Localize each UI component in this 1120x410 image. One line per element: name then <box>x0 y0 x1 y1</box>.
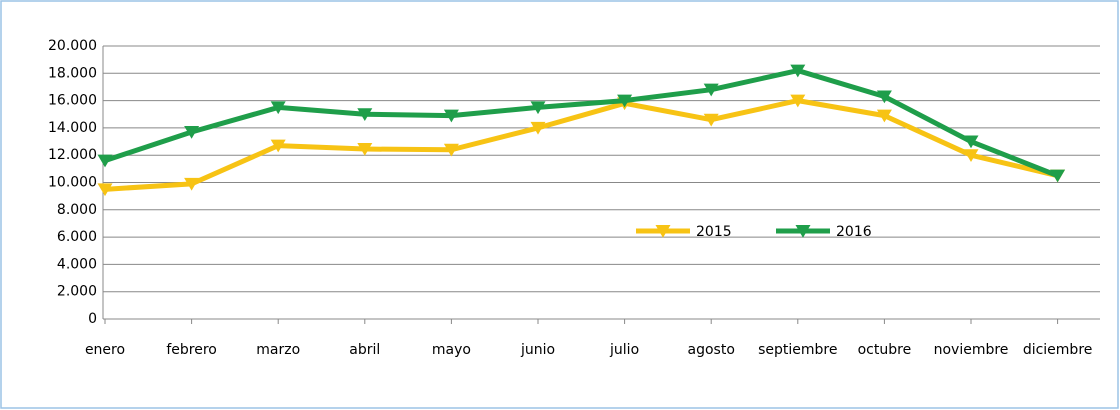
marker <box>530 101 546 115</box>
marker <box>963 135 979 149</box>
x-tick-label: agosto <box>688 342 735 358</box>
x-tick-label: noviembre <box>934 342 1009 358</box>
marker <box>270 101 286 115</box>
legend-marker <box>655 225 671 238</box>
marker <box>357 143 373 156</box>
y-tick-label: 6.000 <box>57 229 97 245</box>
marker <box>97 183 113 197</box>
marker <box>1050 169 1066 183</box>
marker <box>357 108 373 121</box>
marker <box>876 109 892 123</box>
x-tick-label: diciembre <box>1023 342 1093 358</box>
marker <box>963 149 979 162</box>
marker <box>530 121 546 135</box>
x-tick-label: septiembre <box>758 342 837 358</box>
marker <box>184 125 200 139</box>
y-tick-label: 4.000 <box>57 256 97 272</box>
x-tick-label: marzo <box>256 342 300 358</box>
marker <box>184 177 200 191</box>
legend-marker <box>795 225 811 238</box>
marker <box>617 94 633 108</box>
marker <box>790 94 806 108</box>
marker <box>790 64 806 78</box>
x-tick-label: enero <box>85 342 125 358</box>
y-tick-label: 16.000 <box>48 93 97 109</box>
y-tick-label: 8.000 <box>57 202 97 218</box>
legend-label: 2015 <box>696 224 732 240</box>
y-tick-label: 10.000 <box>48 175 97 191</box>
x-tick-label: febrero <box>166 342 217 358</box>
x-tick-label: abril <box>349 342 380 358</box>
marker <box>703 113 719 127</box>
marker <box>443 143 459 157</box>
y-tick-label: 18.000 <box>48 65 97 81</box>
marker <box>270 139 286 153</box>
series-line <box>104 68 1059 179</box>
marker <box>703 83 719 97</box>
x-tick-label: julio <box>609 342 639 358</box>
x-tick-label: junio <box>520 342 555 358</box>
y-tick-label: 12.000 <box>48 147 97 163</box>
legend-label: 2016 <box>836 224 872 240</box>
y-tick-label: 20.000 <box>48 38 97 54</box>
marker <box>876 90 892 104</box>
marker <box>97 154 113 168</box>
y-tick-label: 2.000 <box>57 284 97 300</box>
x-tick-label: mayo <box>432 342 471 358</box>
y-tick-label: 0 <box>88 311 97 327</box>
marker <box>443 109 459 123</box>
x-tick-label: octubre <box>858 342 912 358</box>
series-line <box>104 98 1059 192</box>
y-tick-label: 14.000 <box>48 120 97 136</box>
